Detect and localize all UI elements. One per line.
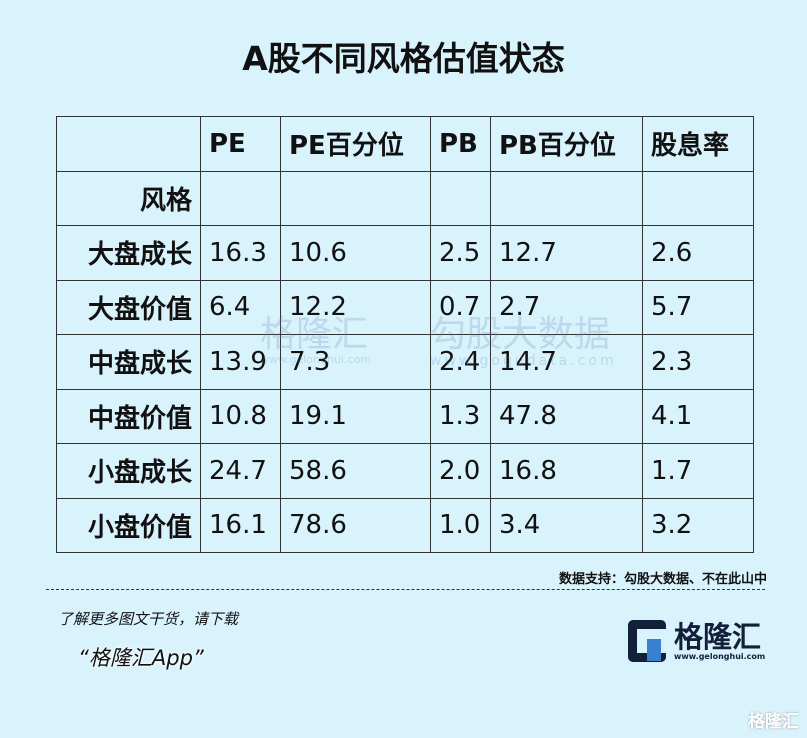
value-cell: 2.5	[430, 225, 491, 281]
empty-cell	[490, 170, 643, 226]
value-cell: 24.7	[200, 443, 281, 499]
valuation-table: PE PE百分位 PB PB百分位 股息率 风格 大盘成长 16.3 10.6 2.5 12.7 2.…	[56, 116, 754, 553]
gelonghui-logo: 格隆汇 www.gelonghui.com	[628, 620, 765, 662]
table-row: 中盘成长 13.9 7.3 2.4 14.7 2.3	[56, 334, 754, 390]
table-row: 大盘成长 16.3 10.6 2.5 12.7 2.6	[56, 225, 754, 281]
value-cell: 58.6	[280, 443, 431, 499]
column-header: PB	[430, 116, 491, 172]
style-name: 中盘价值	[56, 388, 201, 444]
divider	[46, 589, 765, 590]
promo-text: 了解更多图文干货，请下载	[58, 610, 239, 628]
value-cell: 1.3	[430, 388, 491, 444]
style-name: 大盘成长	[56, 225, 201, 281]
table-row: 大盘价值 6.4 12.2 0.7 2.7 5.7	[56, 279, 754, 335]
column-header: PE	[200, 116, 281, 172]
value-cell: 12.7	[490, 225, 643, 281]
value-cell: 0.7	[430, 279, 491, 335]
logo-g-icon	[628, 620, 666, 662]
column-header: PB百分位	[490, 116, 643, 172]
value-cell: 2.3	[642, 334, 754, 390]
column-header: PE百分位	[280, 116, 431, 172]
value-cell: 1.7	[642, 443, 754, 499]
row-header-label: 风格	[56, 170, 201, 226]
value-cell: 13.9	[200, 334, 281, 390]
value-cell: 5.7	[642, 279, 754, 335]
value-cell: 78.6	[280, 497, 431, 553]
value-cell: 10.6	[280, 225, 431, 281]
style-name: 小盘成长	[56, 443, 201, 499]
data-source: 数据支持：勾股大数据、不在此山中	[558, 572, 767, 587]
header-row: PE PE百分位 PB PB百分位 股息率	[56, 116, 754, 172]
empty-cell	[200, 170, 281, 226]
value-cell: 2.0	[430, 443, 491, 499]
style-name: 中盘成长	[56, 334, 201, 390]
corner-watermark: 格隆汇	[748, 712, 799, 732]
column-header: 股息率	[642, 116, 754, 172]
value-cell: 19.1	[280, 388, 431, 444]
style-name: 大盘价值	[56, 279, 201, 335]
value-cell: 16.3	[200, 225, 281, 281]
table-row: 中盘价值 10.8 19.1 1.3 47.8 4.1	[56, 388, 754, 444]
value-cell: 6.4	[200, 279, 281, 335]
empty-cell	[642, 170, 754, 226]
page-title: A股不同风格估值状态	[242, 39, 565, 78]
value-cell: 16.1	[200, 497, 281, 553]
value-cell: 7.3	[280, 334, 431, 390]
table-row: 小盘价值 16.1 78.6 1.0 3.4 3.2	[56, 497, 754, 553]
value-cell: 12.2	[280, 279, 431, 335]
value-cell: 2.4	[430, 334, 491, 390]
value-cell: 2.6	[642, 225, 754, 281]
value-cell: 3.4	[490, 497, 643, 553]
value-cell: 16.8	[490, 443, 643, 499]
empty-cell	[430, 170, 491, 226]
value-cell: 1.0	[430, 497, 491, 553]
logo-url: www.gelonghui.com	[674, 651, 766, 661]
subheader-row: 风格	[56, 170, 754, 226]
column-header	[56, 116, 201, 172]
empty-cell	[280, 170, 431, 226]
logo-name: 格隆汇	[674, 619, 762, 654]
value-cell: 47.8	[490, 388, 643, 444]
value-cell: 2.7	[490, 279, 643, 335]
value-cell: 14.7	[490, 334, 643, 390]
style-name: 小盘价值	[56, 497, 201, 553]
value-cell: 4.1	[642, 388, 754, 444]
value-cell: 3.2	[642, 497, 754, 553]
table-row: 小盘成长 24.7 58.6 2.0 16.8 1.7	[56, 443, 754, 499]
promo-app-name: “格隆汇App”	[78, 646, 204, 670]
value-cell: 10.8	[200, 388, 281, 444]
